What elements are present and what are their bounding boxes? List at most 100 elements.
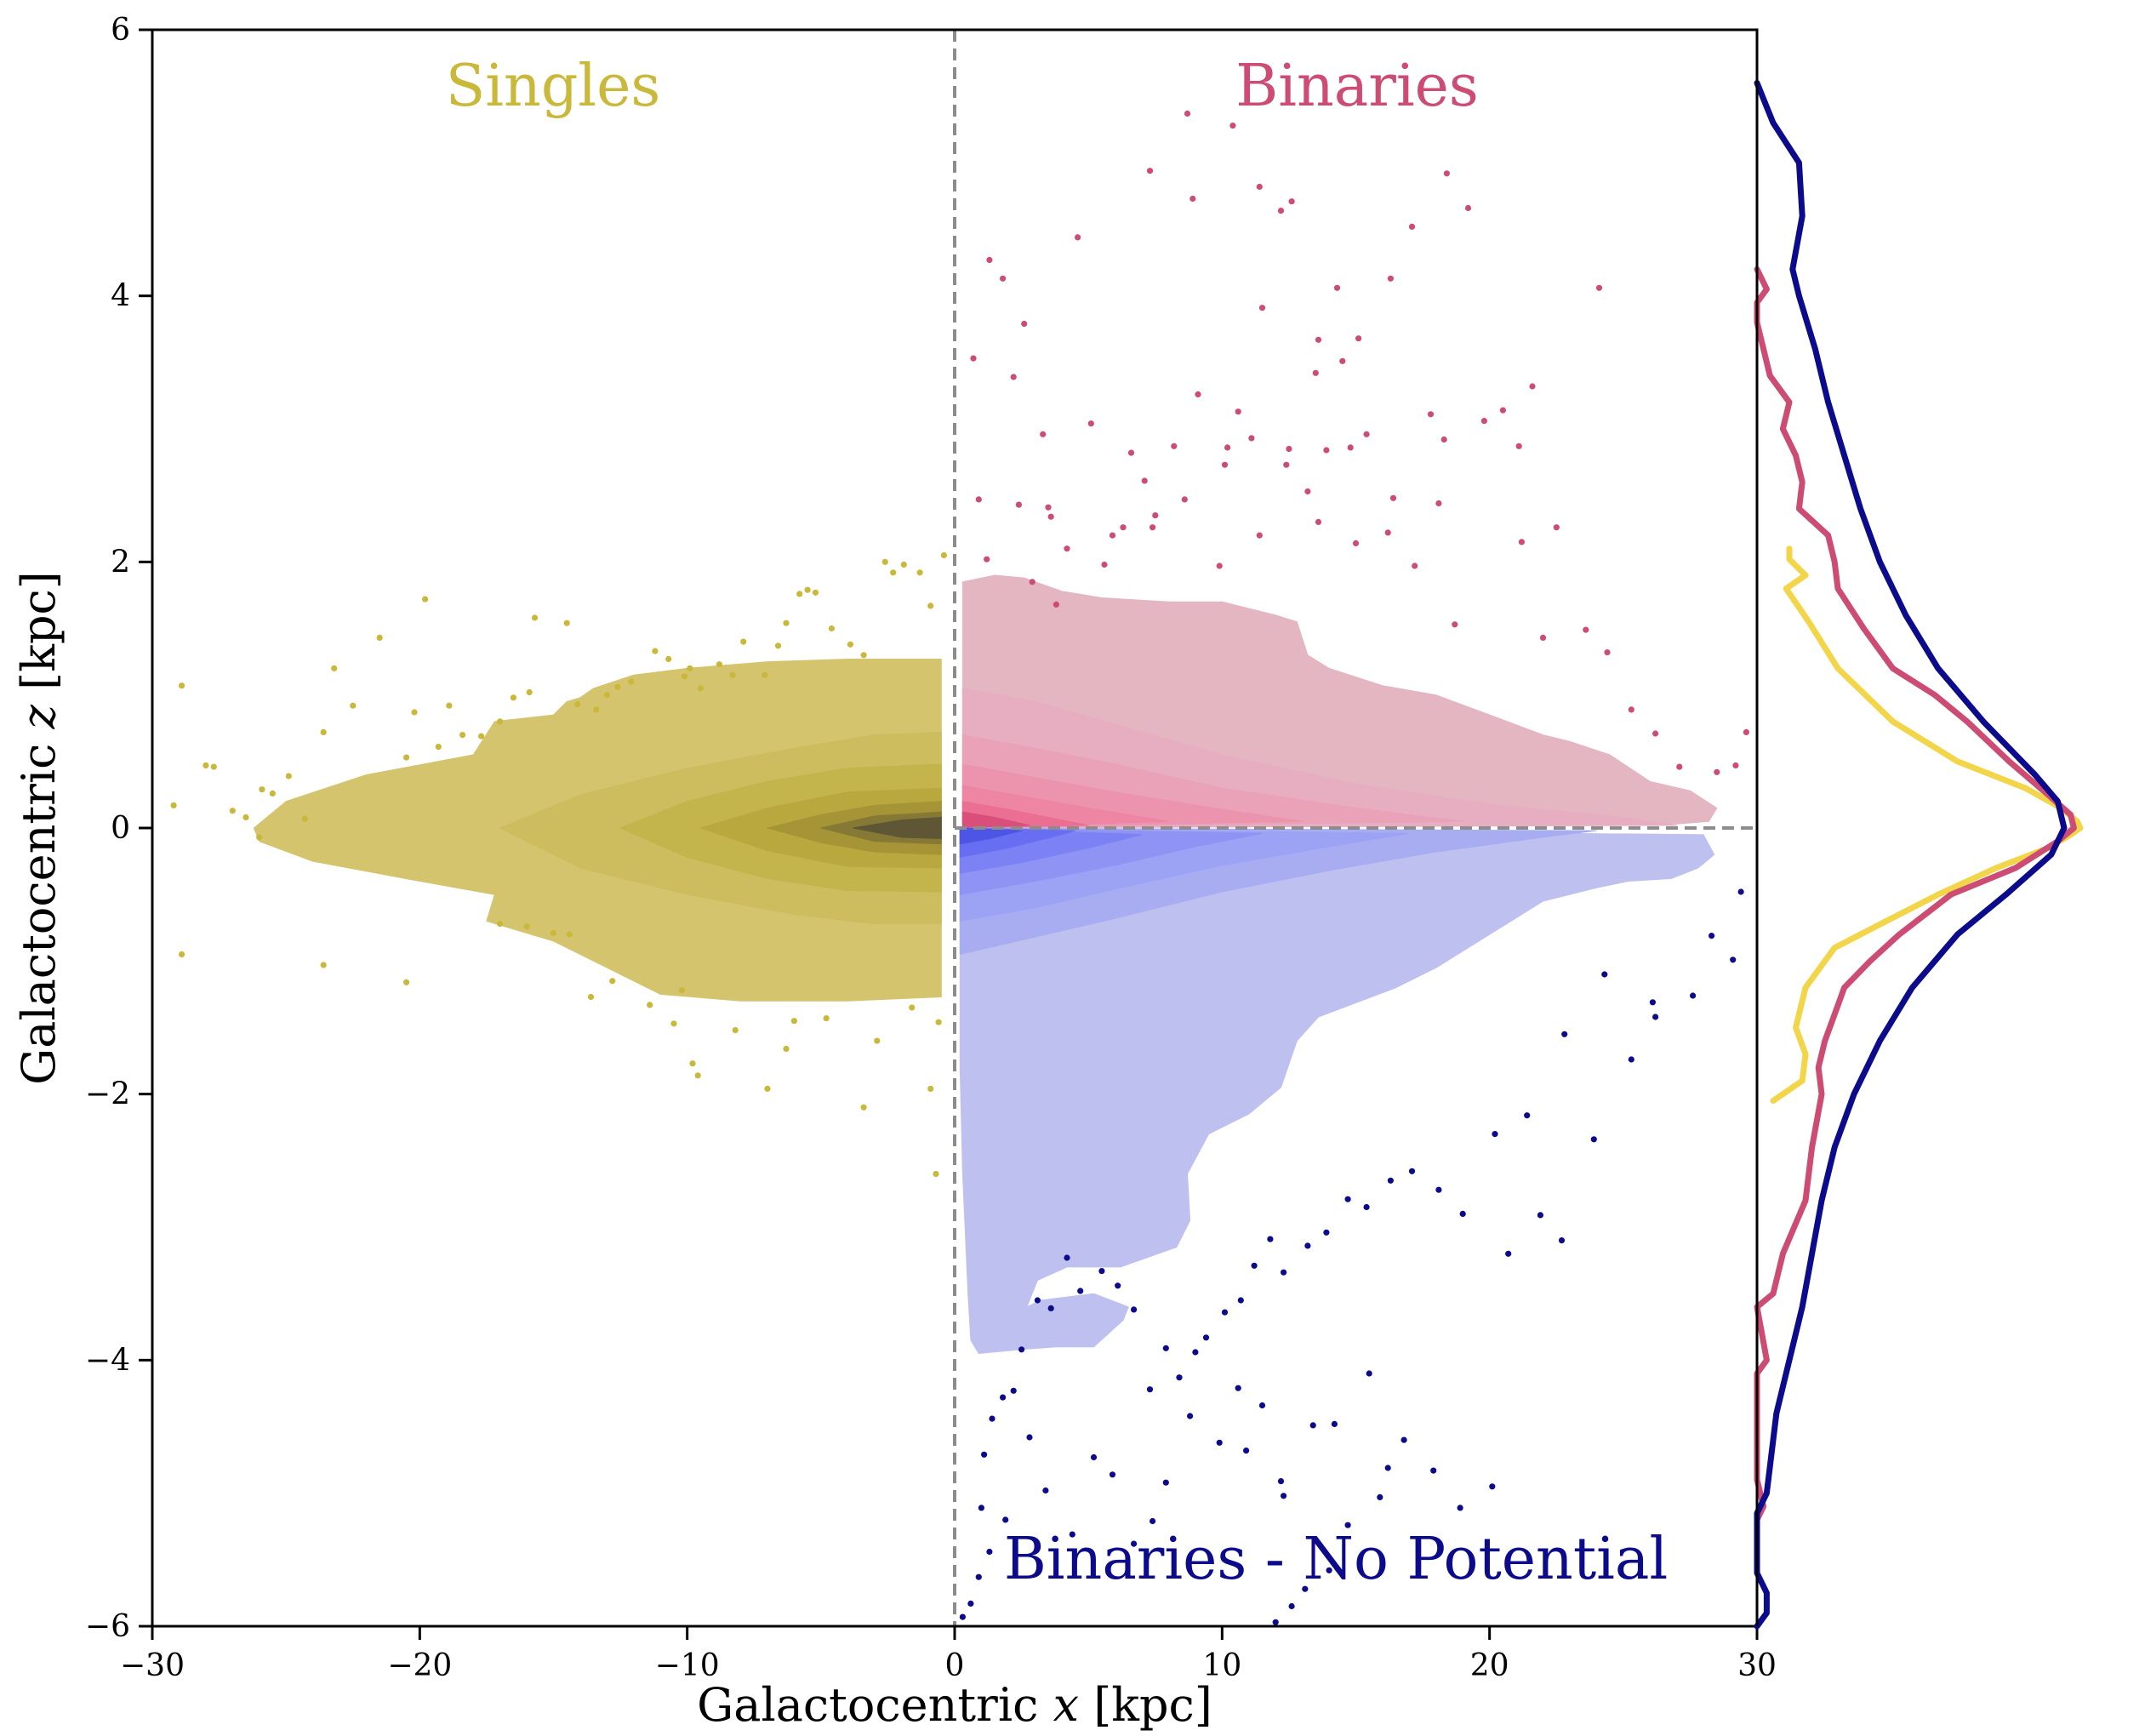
scatter-point	[566, 931, 573, 938]
y-tick-label: 0	[111, 811, 130, 846]
scatter-point	[179, 951, 185, 958]
scatter-point	[647, 1002, 653, 1008]
scatter-point	[689, 1060, 696, 1067]
scatter-point	[927, 1085, 934, 1092]
scatter-point	[1109, 1471, 1116, 1478]
scatter-point	[729, 671, 736, 678]
y-tick-label: 2	[111, 545, 130, 580]
y-tick-label: 4	[111, 279, 130, 314]
scatter-point	[1090, 1453, 1098, 1461]
scatter-point	[446, 702, 453, 709]
scatter-point	[975, 496, 982, 503]
scatter-point	[1412, 562, 1418, 569]
scatter-point	[1590, 1136, 1597, 1143]
scatter-point	[1401, 1436, 1407, 1443]
scatter-point	[403, 979, 410, 985]
x-tick-label: −20	[387, 1648, 452, 1683]
scatter-point	[1152, 512, 1159, 519]
scatter-point	[1141, 477, 1148, 484]
scatter-point	[179, 682, 185, 689]
x-axis-label: Galactocentric x [kpc]	[697, 1678, 1212, 1732]
scatter-point	[716, 661, 723, 668]
scatter-point	[1075, 234, 1081, 241]
x-axis-ticks: −30 −20 −10 0 10 20 30	[120, 1626, 1777, 1683]
marginal-density-plot	[1754, 30, 2084, 1630]
scatter-point	[1192, 1349, 1199, 1356]
annotation-binaries-no-potential: Binaries - No Potential	[1004, 1526, 1668, 1593]
scatter-point	[1047, 1305, 1054, 1311]
kde-curve-0	[1770, 545, 2084, 1104]
scatter-point	[1352, 540, 1360, 547]
scatter-point	[1492, 1131, 1498, 1138]
scatter-point	[1101, 561, 1108, 568]
scatter-point	[1464, 204, 1472, 212]
scatter-point	[229, 808, 236, 814]
scatter-point	[1652, 1014, 1659, 1020]
scatter-point	[242, 814, 249, 821]
y-axis-label: Galactocentric z [kpc]	[12, 571, 66, 1085]
scatter-point	[1363, 1203, 1370, 1211]
scatter-point	[1561, 1031, 1568, 1037]
scatter-point	[593, 706, 600, 713]
scatter-point	[1029, 579, 1035, 585]
scatter-point	[933, 1170, 939, 1178]
scatter-point	[697, 685, 705, 692]
scatter-point	[1676, 763, 1683, 770]
scatter-point	[940, 551, 947, 559]
scatter-point	[210, 763, 217, 770]
scatter-point	[1312, 369, 1319, 376]
scatter-point	[587, 993, 595, 1001]
y-tick-label: −2	[85, 1077, 130, 1112]
scatter-point	[1120, 524, 1127, 531]
scatter-point	[1281, 1493, 1287, 1499]
scatter-point	[812, 589, 819, 596]
scatter-point	[860, 1104, 867, 1111]
scatter-point	[1302, 1585, 1309, 1592]
x-tick-label: −10	[655, 1648, 720, 1683]
scatter-point	[652, 648, 659, 654]
scatter-point	[203, 762, 209, 769]
scatter-point	[497, 718, 504, 725]
scatter-point	[1309, 1422, 1316, 1429]
scatter-point	[1539, 634, 1547, 642]
scatter-point	[1258, 1402, 1266, 1409]
scatter-point	[1553, 524, 1560, 531]
scatter-point	[774, 642, 782, 649]
scatter-point	[1235, 1385, 1241, 1391]
density-contours	[253, 574, 1718, 1354]
scatter-point	[1737, 888, 1744, 895]
scatter-point	[1176, 1374, 1183, 1381]
scatter-point	[935, 1019, 942, 1025]
scatter-point	[1042, 1487, 1049, 1494]
scatter-point	[1427, 411, 1435, 418]
scatter-point	[986, 256, 993, 264]
scatter-point	[285, 773, 292, 779]
y-tick-label: −4	[85, 1343, 130, 1378]
scatter-point	[1452, 621, 1458, 628]
scatter-point	[1480, 418, 1487, 425]
scatter-point	[1323, 1229, 1330, 1236]
scatter-point	[320, 728, 327, 736]
scatter-point	[681, 673, 688, 680]
scatter-point	[1347, 444, 1354, 451]
scatter-point	[1304, 488, 1311, 495]
scatter-point	[614, 683, 621, 690]
scatter-point	[1229, 123, 1236, 129]
scatter-point	[435, 744, 442, 751]
scatter-point	[1109, 532, 1116, 539]
scatter-point	[331, 665, 338, 672]
y-tick-label: 6	[111, 13, 130, 48]
scatter-point	[762, 671, 768, 678]
scatter-point	[1235, 408, 1241, 415]
scatter-point	[1440, 436, 1447, 443]
scatter-point	[959, 1613, 966, 1620]
scatter-point	[1150, 524, 1156, 531]
contour-binaries-no-potential-level-7	[959, 827, 1023, 845]
scatter-point	[256, 834, 263, 841]
scatter-point	[1237, 1297, 1244, 1304]
annotation-binaries: Binaries	[1235, 53, 1478, 120]
scatter-point	[1331, 1420, 1338, 1427]
scatter-point	[1732, 762, 1739, 769]
scatter-point	[1189, 195, 1196, 203]
scatter-point	[1389, 494, 1397, 501]
